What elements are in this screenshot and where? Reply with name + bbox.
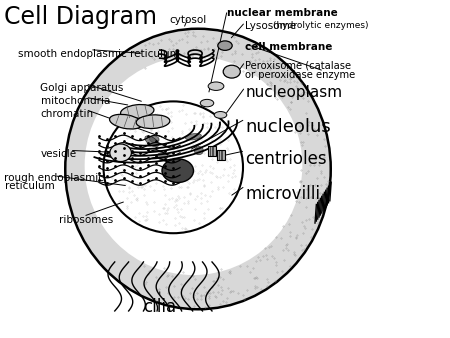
Ellipse shape bbox=[200, 99, 214, 107]
Text: cilia: cilia bbox=[143, 298, 176, 316]
Ellipse shape bbox=[110, 144, 131, 162]
Text: Peroxisome (catalase: Peroxisome (catalase bbox=[245, 60, 351, 70]
Ellipse shape bbox=[104, 101, 243, 233]
Ellipse shape bbox=[162, 159, 194, 183]
Text: or peroxidase enzyme: or peroxidase enzyme bbox=[245, 70, 356, 80]
Ellipse shape bbox=[145, 136, 159, 147]
Text: nucleoplasm: nucleoplasm bbox=[245, 85, 342, 100]
Text: ribosomes: ribosomes bbox=[58, 215, 113, 225]
Ellipse shape bbox=[149, 136, 159, 143]
Text: cell membrane: cell membrane bbox=[245, 42, 333, 52]
Ellipse shape bbox=[223, 65, 240, 78]
Ellipse shape bbox=[136, 115, 170, 128]
Ellipse shape bbox=[109, 114, 143, 129]
Text: rough endoplasmic: rough endoplasmic bbox=[4, 173, 104, 183]
Ellipse shape bbox=[158, 152, 168, 160]
Text: mitochondria: mitochondria bbox=[40, 96, 110, 106]
Ellipse shape bbox=[194, 147, 203, 155]
Text: microvilli: microvilli bbox=[245, 185, 320, 203]
Text: centrioles: centrioles bbox=[245, 150, 327, 168]
Ellipse shape bbox=[214, 112, 227, 118]
Text: smooth endoplasmic reticulum: smooth endoplasmic reticulum bbox=[18, 49, 180, 59]
FancyBboxPatch shape bbox=[208, 146, 216, 156]
Ellipse shape bbox=[65, 29, 331, 309]
Ellipse shape bbox=[185, 134, 201, 140]
Text: Lysosome: Lysosome bbox=[245, 21, 297, 31]
Ellipse shape bbox=[121, 104, 154, 119]
Text: reticulum: reticulum bbox=[4, 181, 54, 191]
Text: cytosol: cytosol bbox=[170, 15, 207, 25]
Ellipse shape bbox=[208, 82, 224, 90]
Text: vesicle: vesicle bbox=[40, 149, 76, 160]
Ellipse shape bbox=[85, 56, 302, 275]
Text: (hydrolytic enzymes): (hydrolytic enzymes) bbox=[273, 21, 369, 30]
Ellipse shape bbox=[218, 41, 232, 50]
Text: Golgi apparatus: Golgi apparatus bbox=[40, 83, 124, 93]
Text: Cell Diagram: Cell Diagram bbox=[4, 5, 158, 29]
Text: chromatin: chromatin bbox=[40, 109, 94, 119]
Text: nucleolus: nucleolus bbox=[245, 118, 331, 136]
Text: nuclear membrane: nuclear membrane bbox=[227, 8, 338, 19]
FancyBboxPatch shape bbox=[217, 150, 225, 160]
